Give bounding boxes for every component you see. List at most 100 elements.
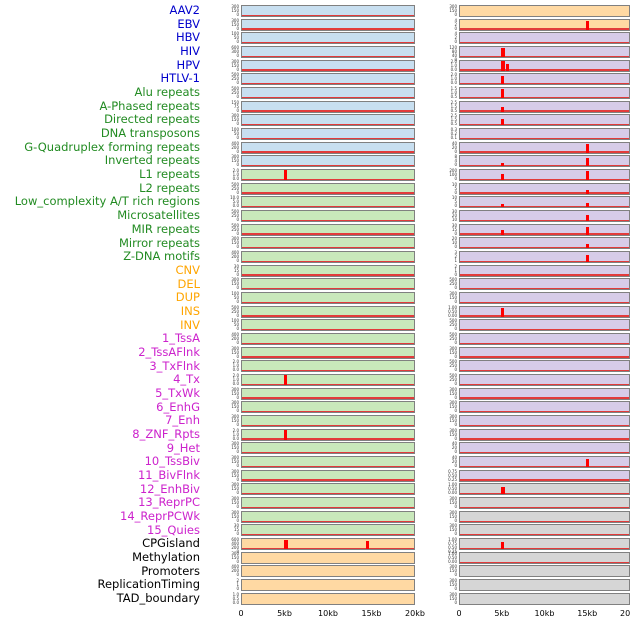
x-axis-label: 0 (456, 608, 462, 618)
y-axis-tick-label: 300 (449, 400, 457, 406)
y-axis-tick-label: 0 (454, 367, 457, 373)
y-axis-ticks: 30 15 0 (415, 222, 459, 236)
track-panel (241, 237, 415, 250)
y-axis-tick-label: 400 (231, 140, 239, 146)
track-row: Inverted repeats 300 150 0 8 4 0 (0, 154, 630, 168)
track-panel (241, 209, 415, 222)
track-panel (459, 456, 630, 468)
y-axis-ticks: 200 100 0 (415, 168, 459, 181)
y-axis-tick-label: 0 (236, 572, 239, 578)
signal-spike (284, 374, 287, 385)
y-axis-tick-label: 0 (454, 586, 457, 592)
y-axis-tick-label: 0.0 (232, 203, 239, 209)
y-axis-tick-label: 2.0 (232, 427, 239, 433)
y-axis-tick-label: 150 (449, 582, 457, 588)
y-axis-tick-label: 40 (451, 441, 457, 447)
y-axis-tick-label: 1.00 (448, 550, 457, 556)
track-panel (241, 86, 415, 99)
track-row: 8_ZNF_Rpts 2.0 1.0 0.0 300 150 0 (0, 428, 630, 442)
row-label: DUP (175, 290, 200, 305)
y-axis-tick-label: 10 (451, 195, 457, 201)
y-axis-tick-label: 0 (236, 230, 239, 236)
y-axis-tick-label: 30 (451, 222, 457, 228)
signal-spike (506, 63, 510, 71)
y-axis-ticks: 500 250 0 (205, 86, 241, 99)
y-axis-tick-label: 500 (449, 277, 457, 283)
y-axis-ticks: 300 150 0 (205, 551, 241, 564)
y-axis-ticks: 150 75 0 (205, 100, 241, 113)
y-axis-tick-label: 600 (231, 44, 239, 50)
track-panel (241, 100, 415, 113)
y-axis-tick-label: 5 (454, 199, 457, 205)
y-axis-tick-label: 20 (451, 212, 457, 218)
track-panel (241, 510, 415, 523)
track-panel (459, 510, 630, 523)
y-axis-tick-label: 0.75 (448, 468, 457, 474)
track-panel (241, 483, 415, 496)
track-panel (241, 346, 415, 359)
track-panel (459, 209, 630, 222)
y-axis-ticks: 0.75 0.50 0.25 (415, 468, 459, 482)
track-panel (459, 264, 630, 277)
signal-baseline (460, 219, 629, 221)
y-axis-tick-label: 50 (233, 294, 239, 300)
y-axis-tick-label: 0 (236, 449, 239, 455)
track-row: INS 500 250 0 1.00 0.50 0.00 (0, 305, 630, 319)
y-axis-ticks: 300 150 0 (205, 414, 241, 427)
y-axis-tick-label: 0.25 (448, 549, 457, 555)
y-axis-ticks: 400 200 0 (205, 565, 241, 577)
y-axis-ticks: 300 150 0 (415, 3, 459, 17)
track-panel (459, 59, 630, 72)
signal-baseline (460, 83, 629, 85)
y-axis-tick-label: 150 (449, 404, 457, 410)
y-axis-tick-label: 300 (231, 277, 239, 283)
y-axis-tick-label: 0 (236, 312, 239, 318)
y-axis-tick-label: 150 (231, 472, 239, 478)
signal-baseline (242, 41, 414, 44)
y-axis-tick-label: 150 (231, 349, 239, 355)
track-panel (241, 73, 415, 86)
y-axis-tick-label: 400 (231, 564, 239, 570)
y-axis-ticks: 600 300 0 (205, 44, 241, 58)
track-row: HTLV-1 500 250 0 2.0 1.0 0.0 (0, 72, 630, 86)
signal-spike (284, 169, 287, 180)
y-axis-ticks: 1.00 0.50 0.00 (415, 483, 459, 495)
signal-spike (501, 204, 505, 208)
y-axis-tick-label: 0 (454, 285, 457, 291)
track-panel (241, 155, 415, 168)
y-axis-tick-label: 200 (231, 144, 239, 150)
signal-spike (585, 144, 589, 153)
track-panel (241, 223, 415, 236)
y-axis-tick-label: 0 (236, 162, 239, 168)
y-axis-ticks: 500 250 0 (415, 332, 459, 345)
y-axis-tick-label: 2.0 (232, 167, 239, 173)
y-axis-tick-label: 100 (231, 31, 239, 37)
y-axis-tick-label: 300 (449, 3, 457, 9)
track-panel (459, 237, 630, 250)
y-axis-tick-label: 100 (231, 290, 239, 296)
track-row: Mirror repeats 300 150 0 20 10 0 (0, 236, 630, 250)
y-axis-tick-label: 0 (236, 244, 239, 250)
signal-spike (284, 429, 287, 440)
y-axis-tick-label: 300 (231, 400, 239, 406)
track-panel (241, 469, 415, 482)
track-panel (459, 141, 630, 154)
row-label: 1_TssA (161, 331, 200, 346)
signal-baseline (242, 274, 414, 276)
y-axis-tick-label: 0 (454, 230, 457, 236)
signal-baseline (460, 178, 629, 180)
y-axis-tick-label: 250 (231, 226, 239, 232)
y-axis-tick-label: 0 (454, 599, 457, 605)
signal-spike (501, 119, 505, 126)
row-label: L2 repeats (139, 180, 200, 195)
y-axis-tick-label: 1.0 (232, 431, 239, 437)
x-axis-label: 15kb (361, 608, 382, 618)
y-axis-tick-label: 300 (231, 154, 239, 160)
y-axis-tick-label: 1.0 (232, 171, 239, 177)
y-axis-tick-label: 150 (231, 240, 239, 246)
track-row: 4_Tx 2.0 1.0 0.0 500 250 0 (0, 373, 630, 387)
y-axis-tick-label: 0 (454, 298, 457, 304)
y-axis-tick-label: 150 (231, 117, 239, 123)
row-label: Alu repeats (134, 85, 200, 100)
